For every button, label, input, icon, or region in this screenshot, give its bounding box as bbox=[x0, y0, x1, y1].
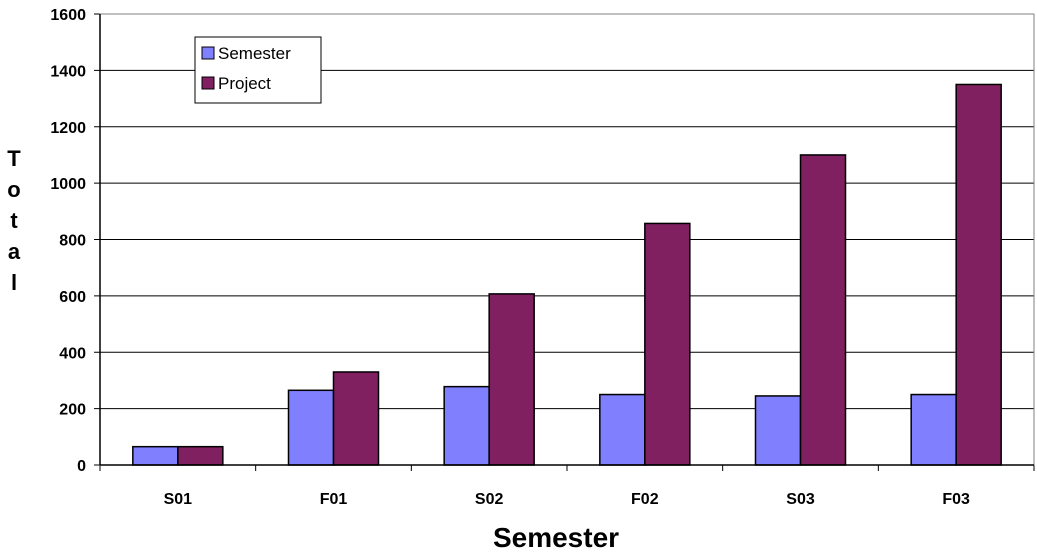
bar-semester-f03 bbox=[910, 393, 957, 466]
bar-project-s02 bbox=[488, 293, 535, 466]
y-tick-label: 0 bbox=[77, 458, 86, 475]
x-axis-title: Semester bbox=[493, 522, 619, 553]
y-tick-label: 600 bbox=[59, 289, 86, 306]
y-axis-title-letter: l bbox=[11, 270, 17, 295]
bar-project-s01 bbox=[177, 445, 224, 466]
y-tick-label: 1000 bbox=[50, 176, 86, 193]
y-tick-label: 1600 bbox=[50, 7, 86, 24]
y-axis-title-letter: o bbox=[7, 177, 20, 202]
x-tick-labels: S01 F01 S02 F02 S03 F03 bbox=[164, 491, 970, 508]
bar-semester-f01 bbox=[287, 389, 335, 466]
y-axis-title-letter: T bbox=[7, 146, 21, 171]
bar-semester-s01 bbox=[132, 445, 179, 466]
bar-project-f01 bbox=[332, 371, 380, 466]
y-axis-title-letter: t bbox=[10, 208, 18, 233]
x-tick-label: S01 bbox=[164, 491, 193, 508]
y-tick-labels: 0 200 400 600 800 1000 1200 1400 1600 bbox=[50, 7, 86, 475]
x-tick-label: S02 bbox=[475, 491, 504, 508]
legend-swatch-semester bbox=[201, 46, 215, 60]
y-tick-label: 200 bbox=[59, 402, 86, 419]
bar-semester-s03 bbox=[754, 395, 802, 466]
axes bbox=[94, 13, 1035, 471]
legend: Semester Project bbox=[194, 36, 322, 104]
legend-label-project: Project bbox=[218, 74, 271, 93]
bar-project-f02 bbox=[644, 222, 691, 466]
legend-box bbox=[194, 36, 322, 104]
legend-label-semester: Semester bbox=[218, 44, 291, 63]
bar-project-f03 bbox=[955, 83, 1002, 466]
bar-project-s03 bbox=[799, 154, 847, 466]
y-tick-label: 800 bbox=[59, 233, 86, 250]
x-tick-label: F01 bbox=[320, 491, 348, 508]
x-tick-label: F02 bbox=[631, 491, 659, 508]
y-tick-label: 1200 bbox=[50, 120, 86, 137]
bars bbox=[132, 83, 1002, 466]
x-tick-label: F03 bbox=[942, 491, 970, 508]
y-tick-label: 1400 bbox=[50, 63, 86, 80]
y-tick-label: 400 bbox=[59, 345, 86, 362]
bar-semester-s02 bbox=[443, 385, 490, 466]
y-axis-title-letter: a bbox=[8, 239, 21, 264]
legend-swatch-project bbox=[201, 76, 215, 90]
bar-semester-f02 bbox=[599, 393, 646, 466]
x-tick-label: S03 bbox=[786, 491, 815, 508]
